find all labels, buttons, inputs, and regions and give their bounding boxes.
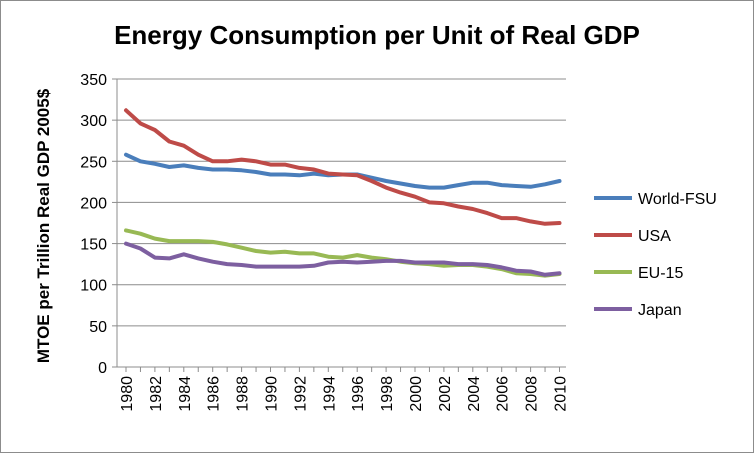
- legend-label: USA: [638, 228, 671, 245]
- x-tick-label: 2010: [553, 376, 570, 412]
- x-tick-label: 1990: [264, 376, 281, 412]
- series-line-usa: [124, 108, 562, 226]
- y-tick-label: 300: [80, 113, 107, 130]
- x-tick-label: 2002: [437, 376, 454, 412]
- legend-item: USA: [594, 228, 671, 245]
- legend-label: World-FSU: [638, 191, 717, 208]
- x-tick-label: 1994: [321, 376, 338, 412]
- y-tick-label: 200: [80, 195, 107, 212]
- chart-title: Energy Consumption per Unit of Real GDP: [114, 20, 640, 50]
- y-tick-label: 350: [80, 72, 107, 89]
- y-tick-label: 150: [80, 237, 107, 254]
- x-tick-label: 2000: [408, 376, 425, 412]
- x-tick-label: 1988: [235, 376, 252, 412]
- x-tick-label: 1996: [350, 376, 367, 412]
- x-axis-ticks: 1980 1982 1984 1986 1988 1990 1992 1994 1996 1998…: [119, 367, 570, 412]
- y-axis-ticks: 0 50 100 150 200 250 300 350: [80, 72, 117, 377]
- x-tick-label: 1992: [292, 376, 309, 412]
- series-line-eu-15: [124, 228, 562, 278]
- x-tick-label: 2008: [524, 376, 541, 412]
- x-tick-label: 1984: [177, 376, 194, 412]
- legend-item: EU-15: [594, 265, 683, 282]
- x-tick-label: 1986: [206, 376, 223, 412]
- x-tick-label: 1980: [119, 376, 136, 412]
- axes: [116, 79, 566, 368]
- series-lines: [124, 108, 562, 278]
- y-axis-label: MTOE per Trillion Real GDP 2005$: [34, 88, 53, 363]
- series-line-japan: [124, 241, 562, 277]
- x-tick-label: 2004: [466, 376, 483, 412]
- legend-item: World-FSU: [594, 191, 717, 208]
- legend: World-FSU USA EU-15 Japan: [594, 191, 717, 319]
- x-tick-label: 1998: [379, 376, 396, 412]
- legend-label: Japan: [638, 302, 682, 319]
- x-tick-label: 2006: [495, 376, 512, 412]
- series-line-world-fsu: [124, 152, 562, 190]
- gridlines: [117, 78, 566, 327]
- y-tick-label: 0: [98, 360, 107, 377]
- x-tick-label: 1982: [148, 376, 165, 412]
- y-tick-label: 250: [80, 154, 107, 171]
- legend-label: EU-15: [638, 265, 683, 282]
- y-tick-label: 50: [89, 319, 107, 336]
- legend-item: Japan: [594, 302, 682, 319]
- y-tick-label: 100: [80, 278, 107, 295]
